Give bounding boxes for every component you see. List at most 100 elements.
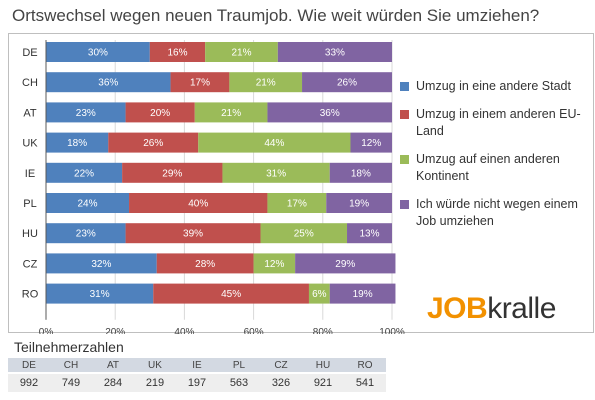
- participants-count: 541: [344, 372, 386, 392]
- bar-segment: [229, 72, 303, 93]
- bar-segment: [350, 132, 392, 153]
- data-label: 36%: [320, 108, 340, 119]
- legend-swatch: [400, 82, 409, 91]
- bar-segment: [222, 162, 330, 183]
- logo-job-text: JOB: [427, 292, 488, 325]
- data-label: 20%: [150, 108, 170, 119]
- data-label: 26%: [143, 138, 163, 149]
- data-label: 19%: [349, 199, 369, 210]
- data-label: 16%: [167, 48, 187, 59]
- bar-segment: [198, 132, 351, 153]
- legend-item: Ich würde nicht wegen einem Job umziehen: [400, 196, 590, 230]
- bar-segment: [108, 132, 199, 153]
- chart-frame: 0% 20% 40% 60% 80% 100% DE 30% 16% 21% 33% CH 36% 17%…: [8, 33, 594, 334]
- bar-segment: [260, 223, 348, 244]
- data-label: 24%: [78, 199, 98, 210]
- data-label: 45%: [221, 289, 241, 300]
- bar-segment: [267, 193, 327, 213]
- bar-segment: [46, 72, 171, 93]
- bar-segment: [46, 223, 126, 244]
- x-tick-label: 0%: [39, 327, 54, 334]
- bar-segment: [46, 162, 123, 183]
- participants-country: DE: [8, 358, 50, 373]
- bar-segment: [277, 42, 392, 62]
- legend-label: Ich würde nicht wegen einem Job umziehen: [416, 197, 578, 228]
- data-label: 21%: [221, 108, 241, 119]
- legend-label: Umzug auf einen anderen Kontinent: [416, 152, 560, 183]
- data-label: 44%: [264, 138, 284, 149]
- participants-value-row: 992 749 284 219 197 563 326 921 541: [8, 372, 386, 392]
- legend-label: Umzug in einem anderen EU-Land: [416, 107, 581, 138]
- bar-segment: [125, 223, 261, 244]
- participants-count: 992: [8, 372, 50, 392]
- participants-country: RO: [344, 358, 386, 373]
- bar-segment: [125, 102, 195, 123]
- data-label: 22%: [74, 168, 94, 179]
- participants-country: CH: [50, 358, 92, 373]
- category-label: HU: [22, 228, 38, 240]
- x-tick-label: 80%: [313, 327, 333, 334]
- data-label: 33%: [325, 48, 345, 59]
- x-tick-label: 100%: [379, 327, 405, 334]
- category-label: AT: [23, 107, 37, 119]
- legend-item: Umzug in eine andere Stadt: [400, 78, 590, 95]
- participants-country: AT: [92, 358, 134, 373]
- x-tick-label: 40%: [174, 327, 194, 334]
- data-label: 19%: [353, 289, 373, 300]
- bar-segment: [46, 132, 109, 153]
- participants-country: UK: [134, 358, 176, 373]
- data-label: 12%: [361, 138, 381, 149]
- data-label: 29%: [162, 168, 182, 179]
- data-label: 17%: [190, 78, 210, 89]
- data-label: 17%: [287, 199, 307, 210]
- participants-count: 197: [176, 372, 218, 392]
- x-tick-label: 60%: [244, 327, 264, 334]
- data-label: 18%: [351, 168, 371, 179]
- data-label: 18%: [67, 138, 87, 149]
- bar-segment: [46, 253, 157, 274]
- participants-count: 284: [92, 372, 134, 392]
- bar-segment: [46, 102, 126, 123]
- legend-item: Umzug in einem anderen EU-Land: [400, 106, 590, 140]
- participants-title: Teilnehmerzahlen: [14, 339, 124, 355]
- bar-segment: [253, 253, 296, 274]
- bar-segment: [295, 253, 396, 274]
- data-label: 32%: [91, 259, 111, 270]
- bar-segment: [149, 42, 206, 62]
- legend-swatch: [400, 110, 409, 119]
- participants-country: CZ: [260, 358, 302, 373]
- data-label: 12%: [264, 259, 284, 270]
- stacked-bar-chart: 0% 20% 40% 60% 80% 100% DE 30% 16% 21% 33% CH 36% 17%…: [22, 40, 405, 334]
- logo-kralle-text: kralle: [487, 292, 556, 325]
- data-label: 26%: [337, 78, 357, 89]
- data-label: 31%: [90, 289, 110, 300]
- x-tick-label: 20%: [105, 327, 125, 334]
- data-label: 6%: [312, 289, 327, 300]
- bar-segment: [326, 193, 392, 213]
- bar-segment: [308, 283, 330, 304]
- participants-country: IE: [176, 358, 218, 373]
- participants-country: HU: [302, 358, 344, 373]
- data-label: 30%: [88, 48, 108, 59]
- category-label: CZ: [23, 258, 38, 270]
- bar-segment: [156, 253, 254, 274]
- participants-country: PL: [218, 358, 260, 373]
- participants-count: 563: [218, 372, 260, 392]
- data-label: 13%: [360, 229, 380, 240]
- bar-segment: [46, 42, 150, 62]
- bar-segment: [170, 72, 230, 93]
- legend-swatch: [400, 155, 409, 164]
- data-label: 23%: [76, 229, 96, 240]
- data-label: 39%: [183, 229, 203, 240]
- legend-item: Umzug auf einen anderen Kontinent: [400, 151, 590, 185]
- data-label: 40%: [188, 199, 208, 210]
- bar-segment: [153, 283, 309, 304]
- data-label: 25%: [294, 229, 314, 240]
- bar-segment: [122, 162, 223, 183]
- data-label: 21%: [256, 78, 276, 89]
- category-label: RO: [22, 289, 39, 301]
- participants-count: 326: [260, 372, 302, 392]
- participants-count: 219: [134, 372, 176, 392]
- jobkralle-logo: JOBkralle: [427, 292, 556, 326]
- bar-segment: [267, 102, 392, 123]
